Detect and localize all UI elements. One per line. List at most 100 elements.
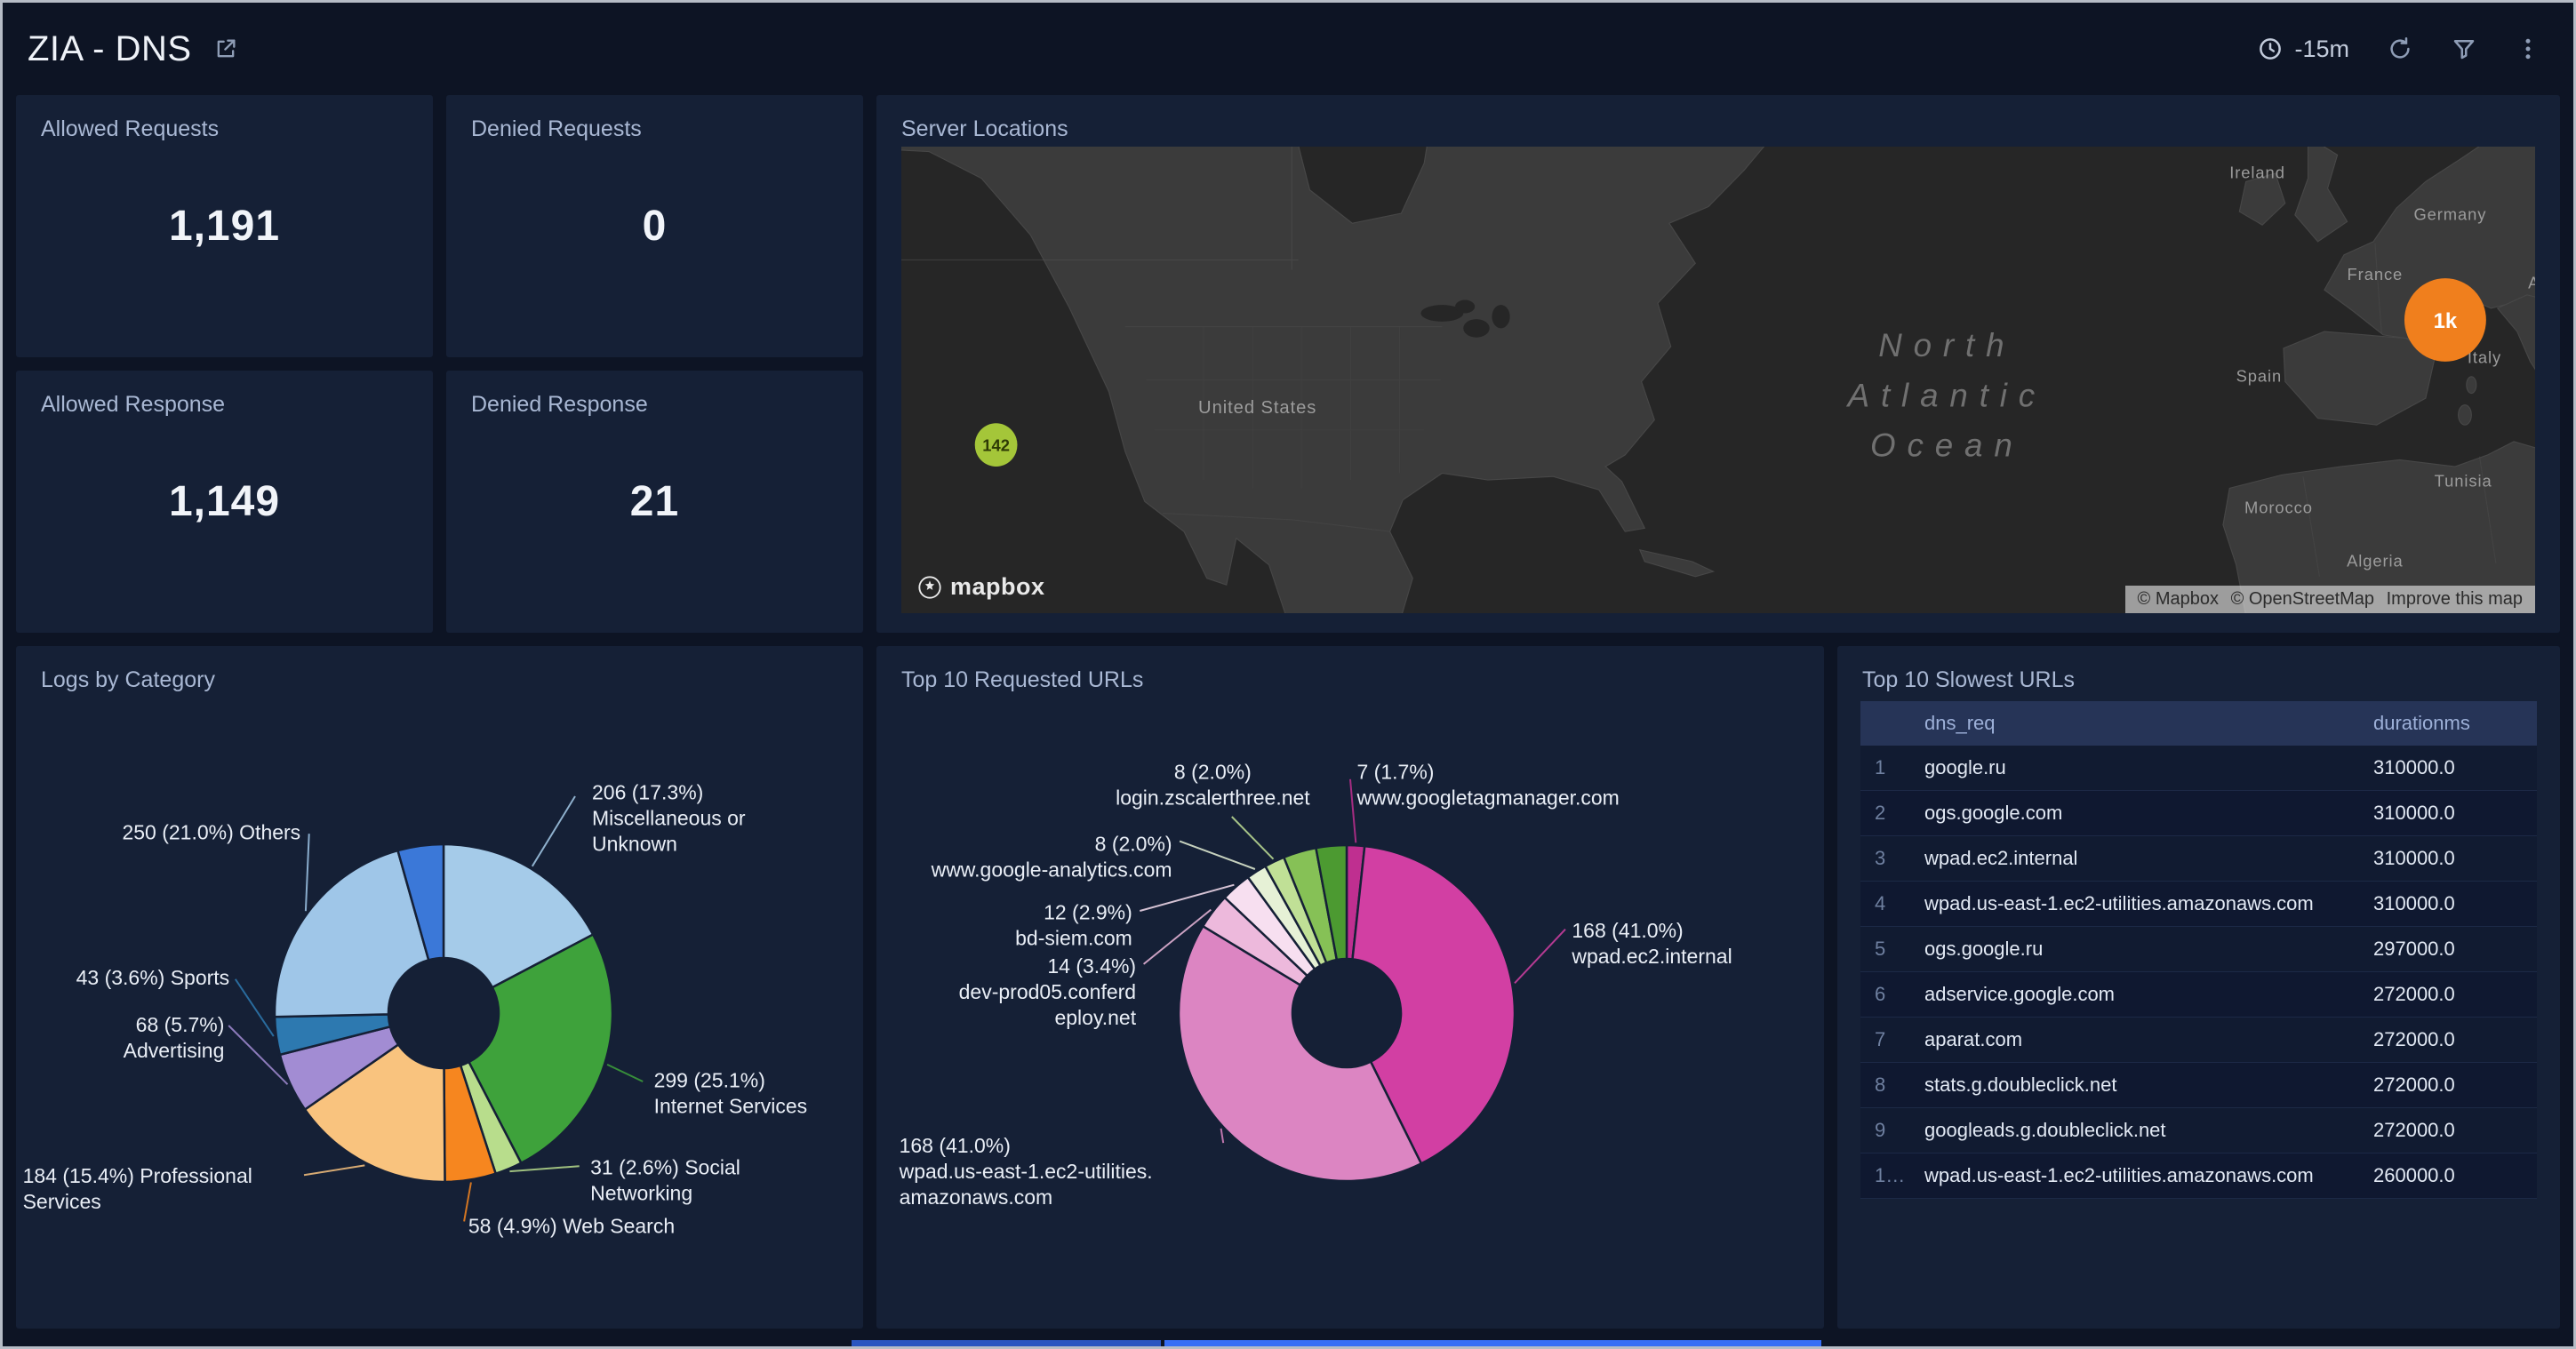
table-header-row: dns_req durationms [1860, 701, 2537, 746]
row-dns-req: googleads.g.doubleclick.net [1910, 1107, 2359, 1153]
table-row: 2 ogs.google.com 310000.0 [1860, 790, 2537, 836]
callout-line [303, 1164, 365, 1177]
stats-grid: Allowed Requests 1,191 Denied Requests 0… [16, 95, 863, 633]
pie-slice[interactable] [1177, 924, 1423, 1183]
callout-label: 68 (5.7%) Advertising [124, 1013, 225, 1062]
callout-label: 8 (2.0%) www.google-analytics.com [931, 833, 1172, 882]
dashboard-content: Allowed Requests 1,191 Denied Requests 0… [3, 95, 2573, 1329]
callout-line [531, 795, 576, 867]
row-durationms: 310000.0 [2359, 835, 2537, 882]
ocean-label: North [1878, 326, 2015, 363]
time-range-label: -15m [2294, 35, 2349, 62]
pie-slice[interactable] [442, 842, 595, 989]
column-header-dns-req[interactable]: dns_req [1910, 701, 2359, 746]
callout-line [1349, 778, 1357, 843]
table-row: 5 ogs.google.ru 297000.0 [1860, 926, 2537, 972]
callout-line [1179, 840, 1256, 870]
row-dns-req: google.ru [1910, 746, 2359, 791]
map-country-label: Germany [2413, 204, 2486, 223]
row-durationms: 272000.0 [2359, 1062, 2537, 1108]
row-durationms: 310000.0 [2359, 881, 2537, 927]
callout-line [1514, 929, 1566, 984]
logs-by-category-chart[interactable]: 206 (17.3%) Miscellaneous or Unknown 299 (2… [16, 646, 863, 1329]
pie-slice[interactable] [303, 1042, 446, 1184]
column-header-durationms[interactable]: durationms [2359, 701, 2537, 746]
row-rank: 1 [1860, 746, 1910, 791]
mapbox-attribution-link[interactable]: © Mapbox [2137, 589, 2219, 609]
pie-slice[interactable] [467, 932, 614, 1165]
callout-label: 206 (17.3%) Miscellaneous or Unknown [592, 780, 746, 855]
row-rank: 2 [1860, 790, 1910, 836]
row-dns-req: ogs.google.com [1910, 790, 2359, 836]
table-row: 10 wpad.us-east-1.ec2-utilities.amazonaws… [1860, 1153, 2537, 1199]
stat-value: 1,149 [168, 478, 281, 525]
row-rank: 10 [1860, 1153, 1910, 1199]
callout-line [606, 1063, 644, 1082]
map-country-label: Algeria [2347, 551, 2404, 570]
pie-slice[interactable] [1351, 844, 1516, 1166]
callout-label: 168 (41.0%) wpad.us-east-1.ec2-utilities.… [899, 1134, 1153, 1209]
callout-label: 8 (2.0%) login.zscalerthree.net [1116, 760, 1310, 809]
horizontal-scrollbar-segment[interactable] [1164, 1340, 1821, 1346]
panel-title: Allowed Response [41, 392, 226, 417]
map-country-label: Austria [2528, 273, 2535, 291]
callout-label: 7 (1.7%) www.googletagmanager.com [1356, 760, 1620, 809]
panel-allowed-requests: Allowed Requests 1,191 [16, 95, 433, 357]
refresh-icon[interactable] [2387, 36, 2413, 62]
mapbox-logo[interactable]: mapbox [917, 573, 1045, 601]
open-in-new-icon[interactable] [213, 36, 238, 61]
map-cluster-marker[interactable]: 142 [974, 423, 1018, 467]
improve-map-link[interactable]: Improve this map [2386, 589, 2523, 609]
callout-label: 184 (15.4%) Professional Services [23, 1164, 252, 1213]
clock-icon [2257, 36, 2284, 62]
callout-line [1231, 816, 1275, 860]
map-svg[interactable]: United States Ireland Germany France Austria… [901, 147, 2535, 613]
map-annotations: United States Ireland Germany France Austria… [974, 163, 2535, 571]
callout-label: 168 (41.0%) wpad.ec2.internal [1571, 919, 1732, 968]
horizontal-scrollbar-segment[interactable] [852, 1340, 1161, 1346]
map-attribution: © Mapbox © OpenStreetMap Improve this ma… [2124, 586, 2535, 613]
row-durationms: 272000.0 [2359, 1017, 2537, 1063]
row-rank: 9 [1860, 1107, 1910, 1153]
kebab-menu-icon[interactable] [2515, 36, 2541, 62]
pie-slice[interactable] [1314, 843, 1348, 962]
mapbox-logo-text: mapbox [950, 573, 1045, 600]
panel-title: Denied Requests [471, 116, 642, 141]
slowest-urls-table: dns_req durationms 1 google.ru 310000.0 2 og… [1860, 701, 2537, 1199]
map-borders [1124, 243, 2497, 577]
callout-label: 250 (21.0%) Others [122, 821, 300, 844]
mapbox-logo-icon [917, 575, 942, 600]
callout-line [228, 1025, 289, 1085]
row-rank: 3 [1860, 835, 1910, 882]
filter-icon[interactable] [2451, 36, 2477, 62]
pie-slice[interactable] [396, 842, 445, 962]
panel-denied-response: Denied Response 21 [446, 371, 863, 633]
row-durationms: 272000.0 [2359, 1107, 2537, 1153]
panel-logs-by-category: Logs by Category 206 (17.3%) Miscellaneou… [16, 646, 863, 1329]
time-range[interactable]: -15m [2257, 36, 2349, 63]
row-dns-req: wpad.ec2.internal [1910, 835, 2359, 882]
map-country-label: Morocco [2244, 498, 2313, 516]
map-cluster-marker[interactable]: 1k [2404, 278, 2486, 362]
pie-slice[interactable] [273, 849, 430, 1018]
top-requested-urls-chart[interactable]: 7 (1.7%) www.googletagmanager.com 168 (41.… [876, 646, 1824, 1329]
panel-top-requested-urls: Top 10 Requested URLs 7 (1.7%) www.google… [876, 646, 1824, 1329]
panel-title: Logs by Category [41, 667, 215, 692]
row-rank: 5 [1860, 926, 1910, 972]
row-rank: 8 [1860, 1062, 1910, 1108]
row-dns-req: wpad.us-east-1.ec2-utilities.amazonaws.c… [1910, 881, 2359, 927]
row-dns-req: adservice.google.com [1910, 971, 2359, 1018]
page-title: ZIA - DNS [28, 28, 192, 68]
header: ZIA - DNS -15m [3, 3, 2573, 95]
row-durationms: 310000.0 [2359, 790, 2537, 836]
map-country-label: United States [1198, 398, 1316, 418]
map-state-lines [1146, 326, 1441, 489]
callout-line [1220, 1128, 1225, 1144]
map[interactable]: United States Ireland Germany France Austria… [901, 147, 2535, 613]
osm-attribution-link[interactable]: © OpenStreetMap [2230, 589, 2375, 609]
callout-label: 31 (2.6%) Social Networking [590, 1156, 740, 1205]
callout-line [1140, 883, 1235, 912]
panel-title: Top 10 Slowest URLs [1862, 667, 2076, 692]
stat-value: 21 [629, 478, 680, 525]
panel-title: Server Locations [901, 116, 1068, 141]
